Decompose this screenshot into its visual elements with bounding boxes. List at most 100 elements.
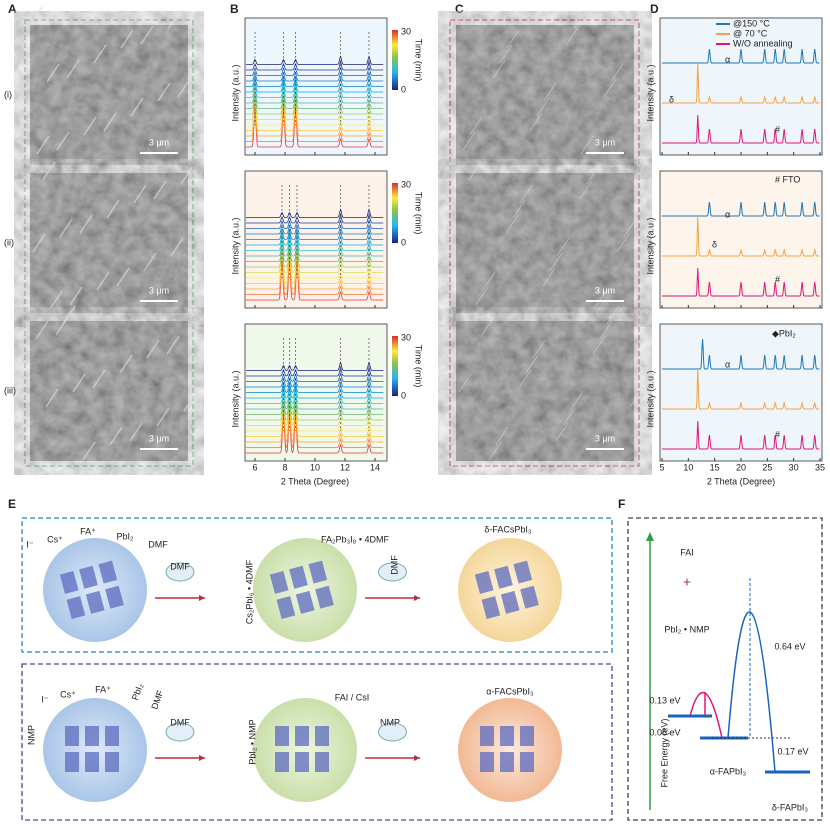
sem-feature xyxy=(166,335,180,355)
sem-feature xyxy=(140,25,154,45)
crystal xyxy=(308,560,328,584)
peak-mark: # xyxy=(775,274,780,284)
colorbar-max: 30 xyxy=(401,179,411,189)
sem-feature xyxy=(603,78,617,98)
schematic-label: PbI₂ xyxy=(130,682,145,702)
sem-feature xyxy=(499,44,513,64)
xrd-curve xyxy=(246,219,384,229)
sem-feature xyxy=(49,290,63,310)
sem-texture xyxy=(456,173,634,313)
panel-a-frame xyxy=(24,19,194,467)
crystal xyxy=(494,565,513,589)
xrd-curve xyxy=(662,338,820,370)
sem-feature xyxy=(157,82,171,102)
note: # FTO xyxy=(775,174,800,184)
schematic-label: Cs⁺ xyxy=(47,534,63,544)
sem-feature xyxy=(599,320,613,340)
sem-feature xyxy=(62,305,76,325)
sem-feature xyxy=(579,180,593,200)
legend-entry: W/O annealing xyxy=(733,38,793,48)
schematic-label: PbI₂ xyxy=(116,531,134,541)
diagram-label: FAI xyxy=(680,547,694,557)
barrier-large xyxy=(727,611,776,773)
crystal xyxy=(295,590,315,614)
xrd-curve xyxy=(246,405,384,421)
colorbar-min: 0 xyxy=(401,237,406,247)
sem-feature xyxy=(492,59,506,79)
xrd-curve xyxy=(246,407,384,449)
crystal xyxy=(480,752,494,772)
panel-letter: E xyxy=(8,497,16,511)
crystal xyxy=(85,590,105,614)
x-tick-label: 20 xyxy=(736,462,746,472)
crystal xyxy=(65,726,79,746)
sem-feature xyxy=(35,320,49,340)
sem-feature xyxy=(32,233,46,253)
xrd-curve xyxy=(662,267,820,297)
x-tick-label: 8 xyxy=(282,462,287,472)
crystal xyxy=(500,590,520,614)
diagram-label: Free Energy (eV) xyxy=(659,718,669,787)
sem-feature xyxy=(116,267,130,287)
sem-feature xyxy=(29,6,43,26)
sem-feature xyxy=(592,335,606,355)
x-tick-label: 12 xyxy=(340,462,350,472)
xrd-curve xyxy=(246,392,384,404)
xrd-curve xyxy=(246,106,384,148)
sem-feature xyxy=(495,426,509,446)
sem-feature xyxy=(536,97,550,117)
colorbar-title: Time (min) xyxy=(414,39,424,82)
sem-feature xyxy=(146,339,160,359)
xrd-curve xyxy=(662,48,820,64)
x-title: 2 Theta (Degree) xyxy=(707,476,775,486)
arrow-head xyxy=(199,595,205,601)
colorbar xyxy=(392,336,398,396)
xrd-curve xyxy=(246,233,384,246)
sem-feature xyxy=(549,252,563,272)
crystal xyxy=(315,752,329,772)
solution-sphere xyxy=(43,538,147,642)
crystal xyxy=(276,596,296,620)
diagram-label: PbI₂ • NMP xyxy=(664,624,709,634)
sem-feature xyxy=(143,252,157,272)
crystal xyxy=(500,752,514,772)
row-label: (i) xyxy=(4,89,12,99)
xrd-curve xyxy=(246,401,384,443)
xrd-curve xyxy=(246,95,384,137)
sem-feature xyxy=(543,82,557,102)
xrd-curve xyxy=(246,252,384,268)
schematic-label: NMP xyxy=(380,717,400,727)
content: A B C D E F 3 μm (i) 3 μm (ii) 3 μm (iii) 3 μm 3 μm 3 … xyxy=(4,2,825,812)
diagram-label: 0.17 eV xyxy=(777,746,808,756)
scale-text: 3 μm xyxy=(149,433,169,443)
sem-feature xyxy=(556,237,570,257)
crystal xyxy=(295,726,309,746)
peak-mark: δ xyxy=(669,94,674,104)
xrd-curve xyxy=(246,372,384,382)
xrd-curve xyxy=(246,66,384,76)
schematic-label: DMF xyxy=(170,717,190,727)
sem-feature xyxy=(42,161,56,181)
plot-bg xyxy=(660,324,822,461)
sem-texture xyxy=(456,321,634,461)
xrd-curve xyxy=(246,243,384,257)
peak-mark: α xyxy=(725,54,730,64)
sem-feature xyxy=(109,426,123,446)
y-title: Intensity (a.u.) xyxy=(645,64,655,121)
sem-feature xyxy=(96,271,110,291)
x-tick-label: 15 xyxy=(710,462,720,472)
diagram-label: 0.13 eV xyxy=(649,695,680,705)
peak-mark: α xyxy=(725,359,730,369)
crystal xyxy=(59,570,79,594)
crystal xyxy=(315,585,334,609)
panel-letter: D xyxy=(650,2,659,16)
schematic-label: δ-FACsPbI₃ xyxy=(484,524,532,534)
xrd-curve xyxy=(246,254,384,295)
sem-feature xyxy=(133,184,147,204)
crystal xyxy=(66,596,86,620)
y-title: Intensity (a.u.) xyxy=(230,217,240,274)
plot-frame xyxy=(244,17,388,156)
panel-e-top-frame xyxy=(21,517,613,653)
xrd-curve xyxy=(246,79,384,120)
xrd-curve xyxy=(246,259,384,301)
